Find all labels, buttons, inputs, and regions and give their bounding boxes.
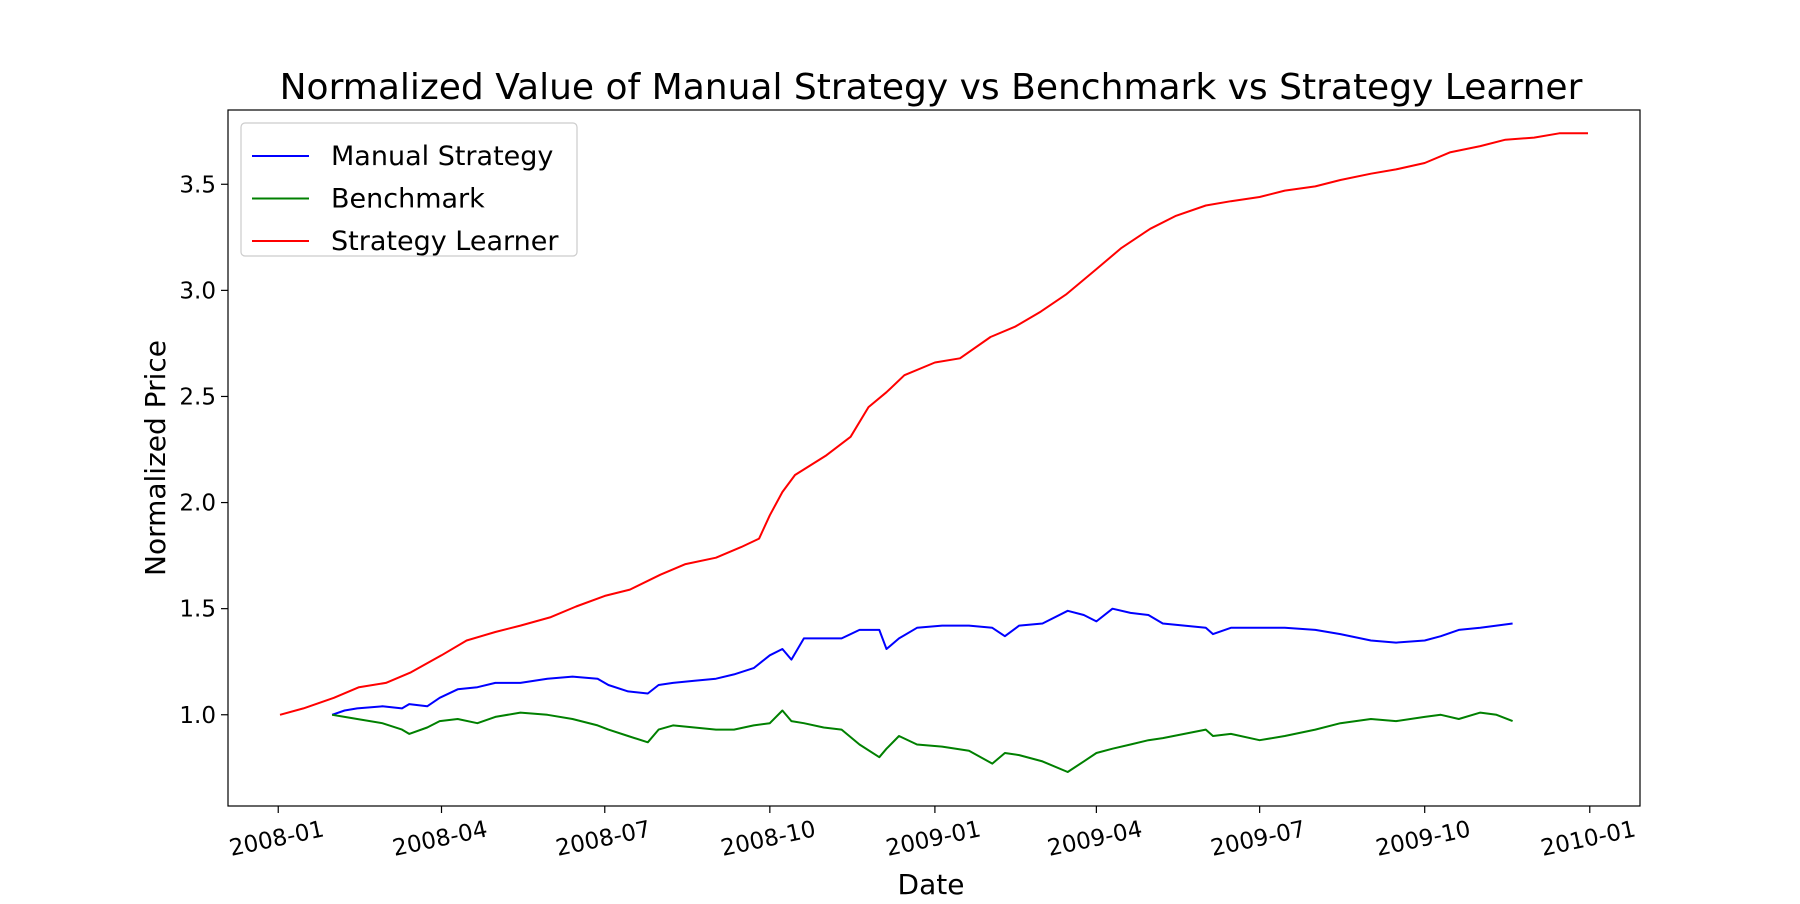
y-tick-label: 1.5 <box>179 597 216 623</box>
x-axis-label: Date <box>898 868 965 900</box>
series-line-0 <box>331 607 1513 716</box>
y-tick-label: 1.0 <box>179 703 216 729</box>
series-line-2 <box>279 132 1588 716</box>
legend-item: Benchmark <box>252 184 485 215</box>
legend-item: Manual Strategy <box>252 141 553 172</box>
y-tick-label: 2.0 <box>179 491 216 517</box>
y-axis-label: Normalized Price <box>139 340 172 576</box>
y-axis: 1.0 1.5 2.0 2.5 3.0 3.5 <box>179 172 228 729</box>
y-tick-label: 2.5 <box>179 384 216 410</box>
legend: Manual Strategy Benchmark Strategy Learner <box>240 122 578 257</box>
legend-item: Strategy Learner <box>252 226 559 257</box>
legend-label: Benchmark <box>331 184 485 215</box>
series-layer <box>279 132 1588 773</box>
series-line-1 <box>331 709 1513 773</box>
chart-title: Normalized Value of Manual Strategy vs B… <box>280 67 1583 108</box>
plot-area-frame <box>227 109 1641 807</box>
y-tick-label: 3.0 <box>179 278 216 304</box>
legend-label: Strategy Learner <box>331 226 559 257</box>
legend-box <box>240 122 578 257</box>
y-tick-label: 3.5 <box>179 172 216 198</box>
legend-label: Manual Strategy <box>331 141 553 172</box>
